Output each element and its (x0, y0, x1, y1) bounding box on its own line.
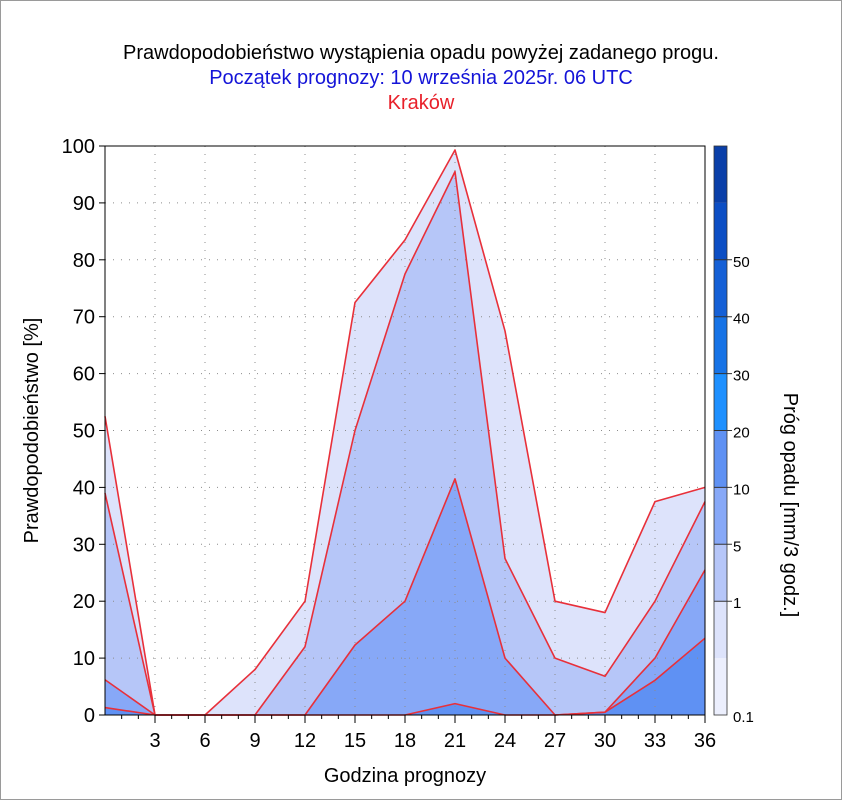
x-tick-label: 9 (249, 730, 260, 752)
colorbar-segment (714, 544, 727, 602)
x-tick-label: 30 (594, 730, 616, 752)
y-tick-label: 20 (73, 591, 95, 613)
colorbar-label: 10 (733, 481, 750, 498)
colorbar-label: 40 (733, 311, 750, 328)
area-threshold-10 (105, 638, 705, 715)
colorbar-label: 0.1 (733, 709, 754, 726)
chart-title: Prawdopodobieństwo wystąpienia opadu pow… (123, 42, 719, 64)
y-tick-label: 80 (73, 250, 95, 272)
x-tick-label: 27 (544, 730, 566, 752)
forecast-start-subtitle: Początek prognozy: 10 września 2025r. 06… (209, 67, 633, 89)
x-tick-label: 12 (294, 730, 316, 752)
x-axis-ticks: 3 6 9 12 15 18 21 24 27 30 33 36 (121, 715, 716, 752)
colorbar-label: 1 (733, 595, 741, 612)
y-tick-label: 70 (73, 307, 95, 329)
colorbar-segment (714, 373, 727, 431)
x-axis-label: Godzina prognozy (324, 765, 486, 787)
x-tick-label: 3 (149, 730, 160, 752)
x-tick-label: 6 (199, 730, 210, 752)
y-tick-label: 0 (84, 705, 95, 727)
y-tick-label: 90 (73, 193, 95, 215)
colorbar-segment (714, 259, 727, 317)
colorbar-label: 20 (733, 425, 750, 442)
colorbar-segment (714, 202, 727, 260)
x-tick-label: 21 (444, 730, 466, 752)
area-layers (105, 149, 705, 716)
y-tick-label: 50 (73, 421, 95, 443)
colorbar-label: 5 (733, 538, 741, 555)
y-tick-label: 10 (73, 648, 95, 670)
colorbar-segment (714, 487, 727, 545)
x-tick-label: 18 (394, 730, 416, 752)
y-axis-label: Prawdopodobieństwo [%] (21, 318, 43, 544)
colorbar: 0.1 1 5 10 20 30 40 50 (713, 145, 754, 726)
y-tick-label: 40 (73, 477, 95, 499)
colorbar-label: 50 (733, 254, 750, 271)
colorbar-segment (714, 430, 727, 488)
colorbar-segment (714, 601, 727, 659)
colorbar-segment (714, 658, 727, 715)
y-tick-label: 60 (73, 364, 95, 386)
area-threshold-1 (105, 171, 705, 716)
y-tick-label: 100 (62, 136, 95, 158)
colorbar-segment (714, 146, 727, 203)
colorbar-segment (714, 316, 727, 374)
x-tick-label: 15 (344, 730, 366, 752)
y-tick-label: 30 (73, 534, 95, 556)
x-tick-label: 33 (644, 730, 666, 752)
colorbar-label: 30 (733, 368, 750, 385)
colorbar-title: Próg opadu [mm/3 godz.] (779, 393, 801, 618)
x-tick-label: 24 (494, 730, 516, 752)
x-tick-label: 36 (694, 730, 716, 752)
location-subtitle: Kraków (387, 92, 455, 114)
y-axis-ticks: 0 10 20 30 40 50 60 70 80 90 100 (62, 136, 105, 727)
